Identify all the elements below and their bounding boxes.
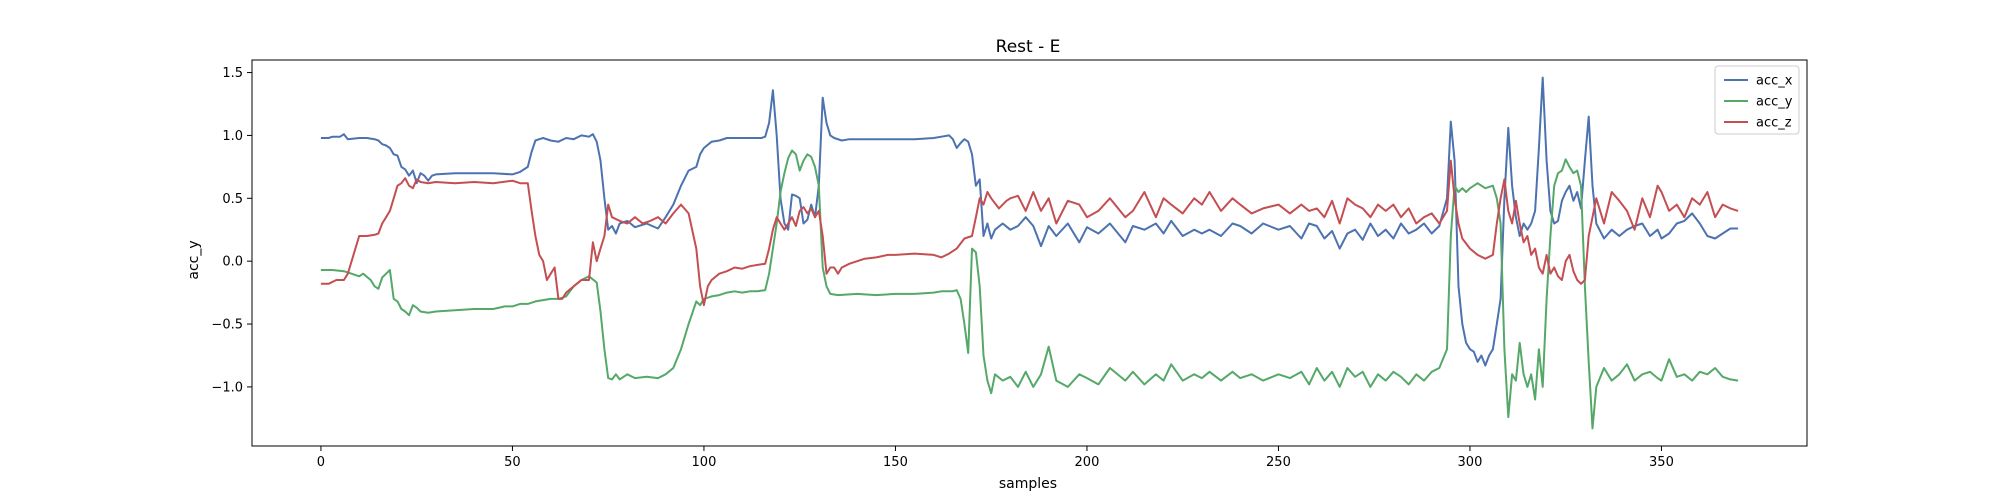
plot-frame <box>251 59 1808 447</box>
series-line-acc-x <box>320 76 1739 367</box>
legend-label: acc_y <box>1756 95 1793 110</box>
legend-label: acc_z <box>1756 116 1792 131</box>
legend: acc_x acc_y acc_z <box>1714 65 1800 135</box>
x-axis-label: samples <box>999 476 1057 492</box>
series-line-acc-z <box>320 159 1739 307</box>
y-tick-label: −0.5 <box>211 318 243 333</box>
plot-area <box>320 76 1739 430</box>
y-axis: −1.0 −0.5 0.0 0.5 1.0 1.5 <box>211 66 252 395</box>
x-tick-label: 350 <box>1649 455 1674 470</box>
legend-label: acc_x <box>1756 74 1793 89</box>
x-tick-label: 300 <box>1458 455 1483 470</box>
y-tick-label: 1.0 <box>222 129 243 144</box>
x-tick-label: 50 <box>504 455 521 470</box>
x-tick-label: 0 <box>317 455 325 470</box>
y-tick-label: 1.5 <box>222 66 243 81</box>
y-tick-label: 0.0 <box>222 255 243 270</box>
legend-box <box>1714 65 1800 135</box>
y-tick-label: 0.5 <box>222 192 243 207</box>
y-axis-label: acc_y <box>186 240 202 279</box>
x-tick-label: 100 <box>692 455 717 470</box>
y-tick-label: −1.0 <box>211 380 243 395</box>
x-axis: 0 50 100 150 200 250 300 350 <box>317 446 1674 470</box>
x-tick-label: 250 <box>1266 455 1291 470</box>
x-tick-label: 150 <box>883 455 908 470</box>
chart-title: Rest - E <box>996 37 1061 57</box>
x-tick-label: 200 <box>1075 455 1100 470</box>
